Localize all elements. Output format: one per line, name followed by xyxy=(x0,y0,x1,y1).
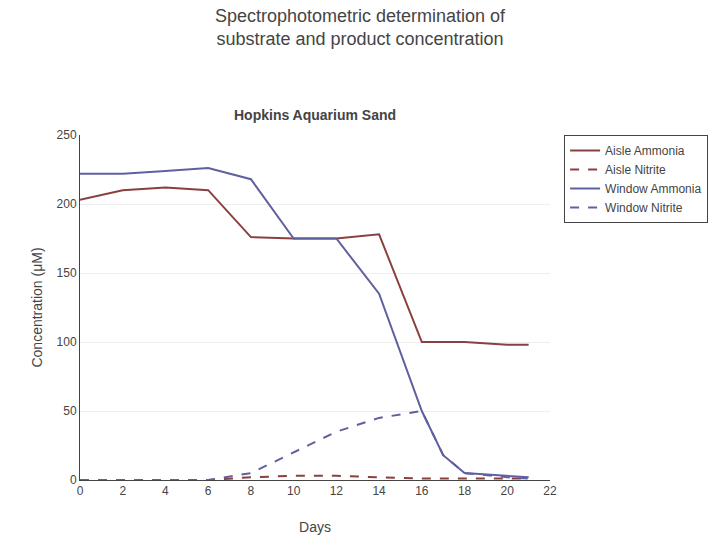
svg-text:Spectrophotometric determinati: Spectrophotometric determination ofsubst… xyxy=(215,6,506,49)
svg-text:16: 16 xyxy=(415,484,429,498)
svg-text:20: 20 xyxy=(501,484,515,498)
svg-text:2: 2 xyxy=(119,484,126,498)
svg-text:Concentration (μM): Concentration (μM) xyxy=(29,247,45,367)
svg-text:Window Ammonia: Window Ammonia xyxy=(605,182,701,196)
svg-text:10: 10 xyxy=(287,484,301,498)
svg-text:18: 18 xyxy=(458,484,472,498)
svg-text:Aisle Nitrite: Aisle Nitrite xyxy=(605,163,666,177)
svg-text:0: 0 xyxy=(77,484,84,498)
svg-text:22: 22 xyxy=(543,484,557,498)
svg-text:4: 4 xyxy=(162,484,169,498)
svg-text:50: 50 xyxy=(63,404,77,418)
svg-text:150: 150 xyxy=(57,266,77,280)
svg-text:100: 100 xyxy=(57,335,77,349)
svg-text:200: 200 xyxy=(57,197,77,211)
svg-text:12: 12 xyxy=(330,484,344,498)
svg-text:8: 8 xyxy=(248,484,255,498)
svg-text:6: 6 xyxy=(205,484,212,498)
svg-text:250: 250 xyxy=(57,128,77,142)
svg-text:Days: Days xyxy=(299,519,331,535)
svg-text:Hopkins Aquarium Sand: Hopkins Aquarium Sand xyxy=(234,107,396,123)
svg-text:Aisle Ammonia: Aisle Ammonia xyxy=(605,144,685,158)
svg-text:14: 14 xyxy=(372,484,386,498)
svg-text:Window Nitrite: Window Nitrite xyxy=(605,201,683,215)
svg-text:0: 0 xyxy=(70,473,77,487)
